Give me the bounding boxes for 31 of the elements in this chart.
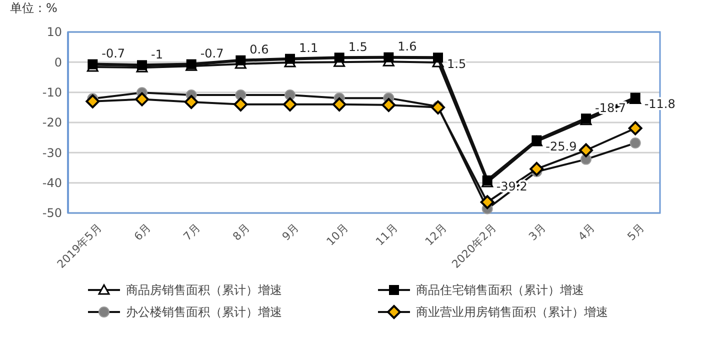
data-label: 1.5	[348, 40, 368, 54]
y-tick-label: -50	[42, 206, 62, 220]
legend-label: 商品住宅销售面积（累计）增速	[416, 283, 584, 298]
x-tick-label: 12月	[422, 221, 450, 248]
x-tick-label: 4月	[576, 221, 598, 244]
x-tick-label: 5月	[624, 221, 647, 244]
y-tick-label: -40	[42, 176, 62, 190]
data-label: 0.6	[250, 42, 269, 57]
x-tick-label: 11月	[373, 221, 400, 248]
data-label: -0.7	[200, 46, 224, 60]
x-tick-label: 9月	[280, 221, 302, 244]
y-tick-label: -10	[42, 86, 62, 100]
y-tick-label: -30	[42, 146, 62, 160]
data-label: -1	[151, 47, 163, 62]
data-label: 1.6	[398, 40, 417, 54]
data-label: -0.7	[102, 46, 126, 60]
x-tick-label: 10月	[324, 221, 351, 248]
data-label: -25.9	[546, 140, 577, 154]
y-tick-label: 10	[46, 25, 62, 40]
x-tick-label: 8月	[230, 221, 252, 244]
data-label: 1.1	[299, 41, 318, 56]
legend-label: 商品房销售面积（累计）增速	[126, 283, 282, 298]
y-tick-label: -20	[42, 116, 62, 130]
y-tick-label: 0	[54, 55, 62, 70]
x-tick-label: 6月	[132, 221, 154, 244]
legend-label: 商业营业用房销售面积（累计）增速	[416, 305, 608, 320]
x-tick-label: 7月	[180, 221, 203, 244]
legend-label: 办公楼销售面积（累计）增速	[126, 305, 282, 320]
data-label: 1.5	[447, 56, 466, 71]
x-tick-label: 3月	[526, 221, 548, 244]
y-axis-title: 单位：%	[10, 1, 58, 15]
